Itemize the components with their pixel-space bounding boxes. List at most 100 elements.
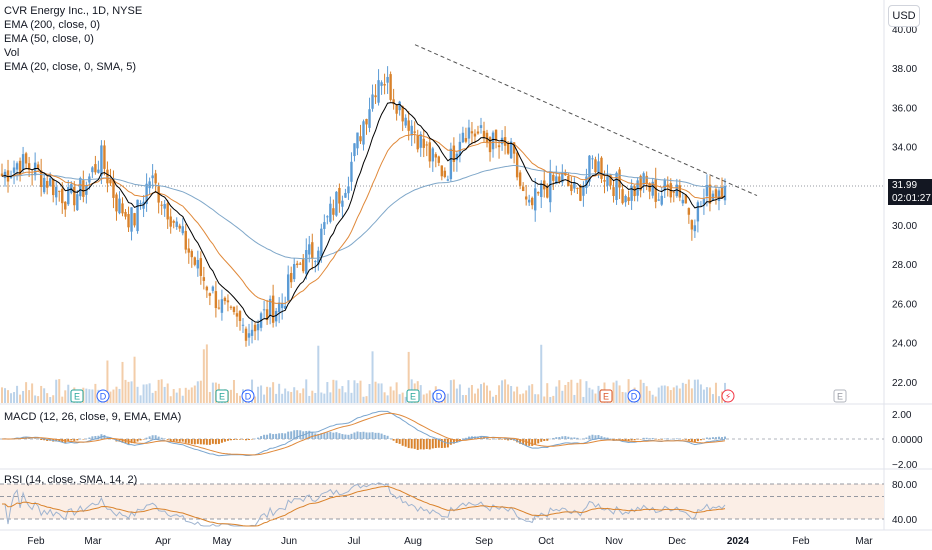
macd-histogram-bar [461,438,464,439]
macd-histogram-bar [410,439,413,449]
macd-histogram-bar [579,438,582,440]
macd-histogram-bar [353,432,356,439]
rsi-tick-label: 80.00 [892,480,917,491]
volume-bar [332,379,335,403]
candle-body [193,257,196,265]
event-label: D [631,392,638,402]
candle-body [145,183,148,205]
candle-body [410,125,413,136]
candle-body [175,221,178,227]
volume-bar [64,390,67,403]
candle-body [437,156,441,163]
candle-body [39,170,43,187]
volume-bar [681,382,684,403]
candle-body [627,197,630,202]
candle-body [690,220,694,230]
macd-tick-label: 2.00 [892,410,912,421]
dividend-marker [627,389,641,403]
event-label: E [219,392,225,402]
macd-histogram-bar [287,431,290,439]
macd-histogram-bar [31,438,34,440]
macd-histogram-bar [97,435,100,439]
macd-histogram-bar [594,435,597,439]
macd-histogram-bar [724,436,726,439]
volume-bar [329,392,332,403]
candle-body [395,105,398,114]
time-tick-label: Mar [855,536,873,547]
price-tick-label: 22.00 [892,378,917,389]
candle-body [238,311,242,321]
candle-body [274,310,278,322]
candle-body [271,295,275,323]
volume-bar [67,384,70,403]
candle-body [0,173,4,177]
candle-body [256,323,260,331]
candle-body [524,196,528,200]
macd-histogram-bar [142,439,145,440]
volume-bar [136,386,139,403]
macd-histogram-bar [708,437,711,439]
volume-bar [31,383,34,403]
candle-body [509,141,513,159]
volume-bar [7,390,10,403]
volume-bar [302,388,305,403]
candle-body [534,188,537,211]
macd-histogram-bar [582,438,585,439]
macd-histogram-bar [257,437,260,439]
macd-histogram-bar [178,439,181,442]
macd-histogram-bar [368,432,371,439]
volume-bar [148,383,151,403]
candle-body [413,131,416,133]
macd-histogram-bar [73,439,76,441]
candle-body [687,208,691,215]
macd-histogram-bar [600,436,603,439]
earnings-marker [406,389,420,403]
macd-histogram-bar [281,433,284,439]
volume-bar [702,389,705,403]
macd-histogram-bar [314,433,317,439]
volume-bar [380,383,383,403]
volume-bar [326,382,329,403]
candle-body [615,172,618,200]
currency-button[interactable]: USD [888,5,920,27]
macd-histogram-bar [690,439,693,443]
candle-body [693,225,697,232]
volume-bar [16,385,19,403]
macd-histogram-bar [40,439,43,440]
candle-body [431,148,434,162]
macd-histogram-bar [621,439,624,441]
candle-body [250,329,254,336]
volume-bar [290,391,293,403]
volume-bar [621,392,624,403]
macd-histogram-bar [323,432,326,439]
candle-body [552,174,555,181]
ema20-line [1,102,726,323]
macd-histogram-bar [91,436,94,439]
macd-histogram-bar [317,433,320,439]
macd-histogram-bar [639,439,642,440]
macd-histogram-bar [202,439,205,445]
time-tick-label: Jul [348,536,361,547]
macd-histogram-bar [443,439,446,448]
candle-body [130,207,133,232]
candle-body [527,199,531,203]
candle-body [422,138,425,148]
candle-body [314,261,317,263]
volume-bar [627,379,630,403]
volume-bar [284,388,287,403]
macd-histogram-bar [166,439,169,440]
price-tick-label: 30.00 [892,221,917,232]
rsi-band [0,484,884,519]
macd-histogram-bar [428,439,431,450]
volume-bar [196,381,199,403]
volume-bar [687,379,690,403]
macd-histogram-bar [696,439,699,442]
candle-body [449,148,453,180]
time-tick-label: Feb [27,536,45,547]
macd-histogram-bar [347,434,350,439]
volume-bar [519,394,522,403]
candle-body [675,184,678,197]
macd-histogram-bar [561,436,564,439]
volume-bar [510,386,513,403]
